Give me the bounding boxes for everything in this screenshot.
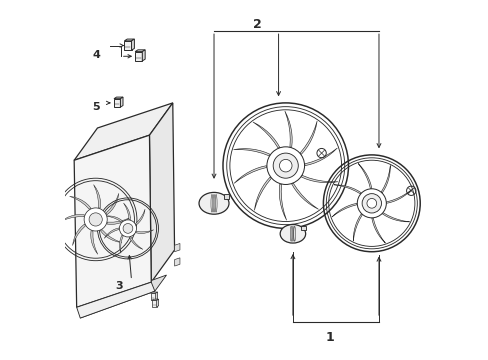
Polygon shape [151,301,156,307]
Polygon shape [124,41,131,50]
Text: 2: 2 [253,18,262,31]
Polygon shape [279,184,286,220]
Polygon shape [120,97,123,107]
Circle shape [119,220,136,237]
Polygon shape [74,103,172,160]
Circle shape [273,153,298,178]
Circle shape [357,189,386,218]
Polygon shape [100,230,122,243]
Polygon shape [304,148,337,166]
Polygon shape [69,196,91,209]
Polygon shape [142,50,145,61]
Ellipse shape [199,192,228,214]
Polygon shape [131,39,134,50]
Polygon shape [135,209,145,225]
Polygon shape [107,217,130,224]
Polygon shape [151,299,158,301]
Polygon shape [223,194,228,199]
Polygon shape [93,185,101,208]
Polygon shape [74,135,151,307]
Text: 3: 3 [115,282,122,291]
Polygon shape [77,282,155,318]
Polygon shape [156,299,158,307]
Polygon shape [254,177,271,210]
Circle shape [362,194,381,213]
Polygon shape [382,213,409,222]
Polygon shape [149,103,174,282]
Polygon shape [291,183,318,209]
Polygon shape [91,231,98,254]
Polygon shape [285,111,291,147]
Polygon shape [233,149,270,156]
Polygon shape [123,203,130,220]
Text: 1: 1 [325,331,333,345]
Circle shape [123,224,133,233]
Polygon shape [106,193,119,215]
Polygon shape [352,214,362,241]
Polygon shape [129,237,142,249]
Text: 5: 5 [92,102,100,112]
Polygon shape [381,166,389,193]
Polygon shape [155,292,157,300]
Circle shape [84,208,107,231]
Polygon shape [174,258,180,266]
Polygon shape [331,203,356,217]
Polygon shape [386,190,411,203]
Polygon shape [120,235,123,253]
Polygon shape [135,50,145,51]
Polygon shape [61,215,84,221]
Polygon shape [105,216,122,222]
Circle shape [366,198,376,208]
Polygon shape [174,243,180,252]
Polygon shape [80,275,166,318]
Polygon shape [114,99,120,107]
Polygon shape [234,166,266,183]
Polygon shape [136,230,153,234]
Ellipse shape [280,225,305,243]
Circle shape [266,147,304,184]
Circle shape [279,159,291,172]
Polygon shape [114,97,123,99]
Polygon shape [252,122,279,148]
Polygon shape [150,292,157,293]
Polygon shape [300,121,317,154]
Text: 4: 4 [92,50,100,60]
Circle shape [89,213,102,226]
Polygon shape [371,218,385,243]
Polygon shape [124,39,134,41]
Polygon shape [104,228,119,238]
Polygon shape [150,293,155,300]
Polygon shape [333,185,361,194]
Polygon shape [357,163,371,189]
Polygon shape [301,226,305,230]
Polygon shape [135,51,142,61]
Polygon shape [72,224,85,246]
Polygon shape [301,175,337,183]
